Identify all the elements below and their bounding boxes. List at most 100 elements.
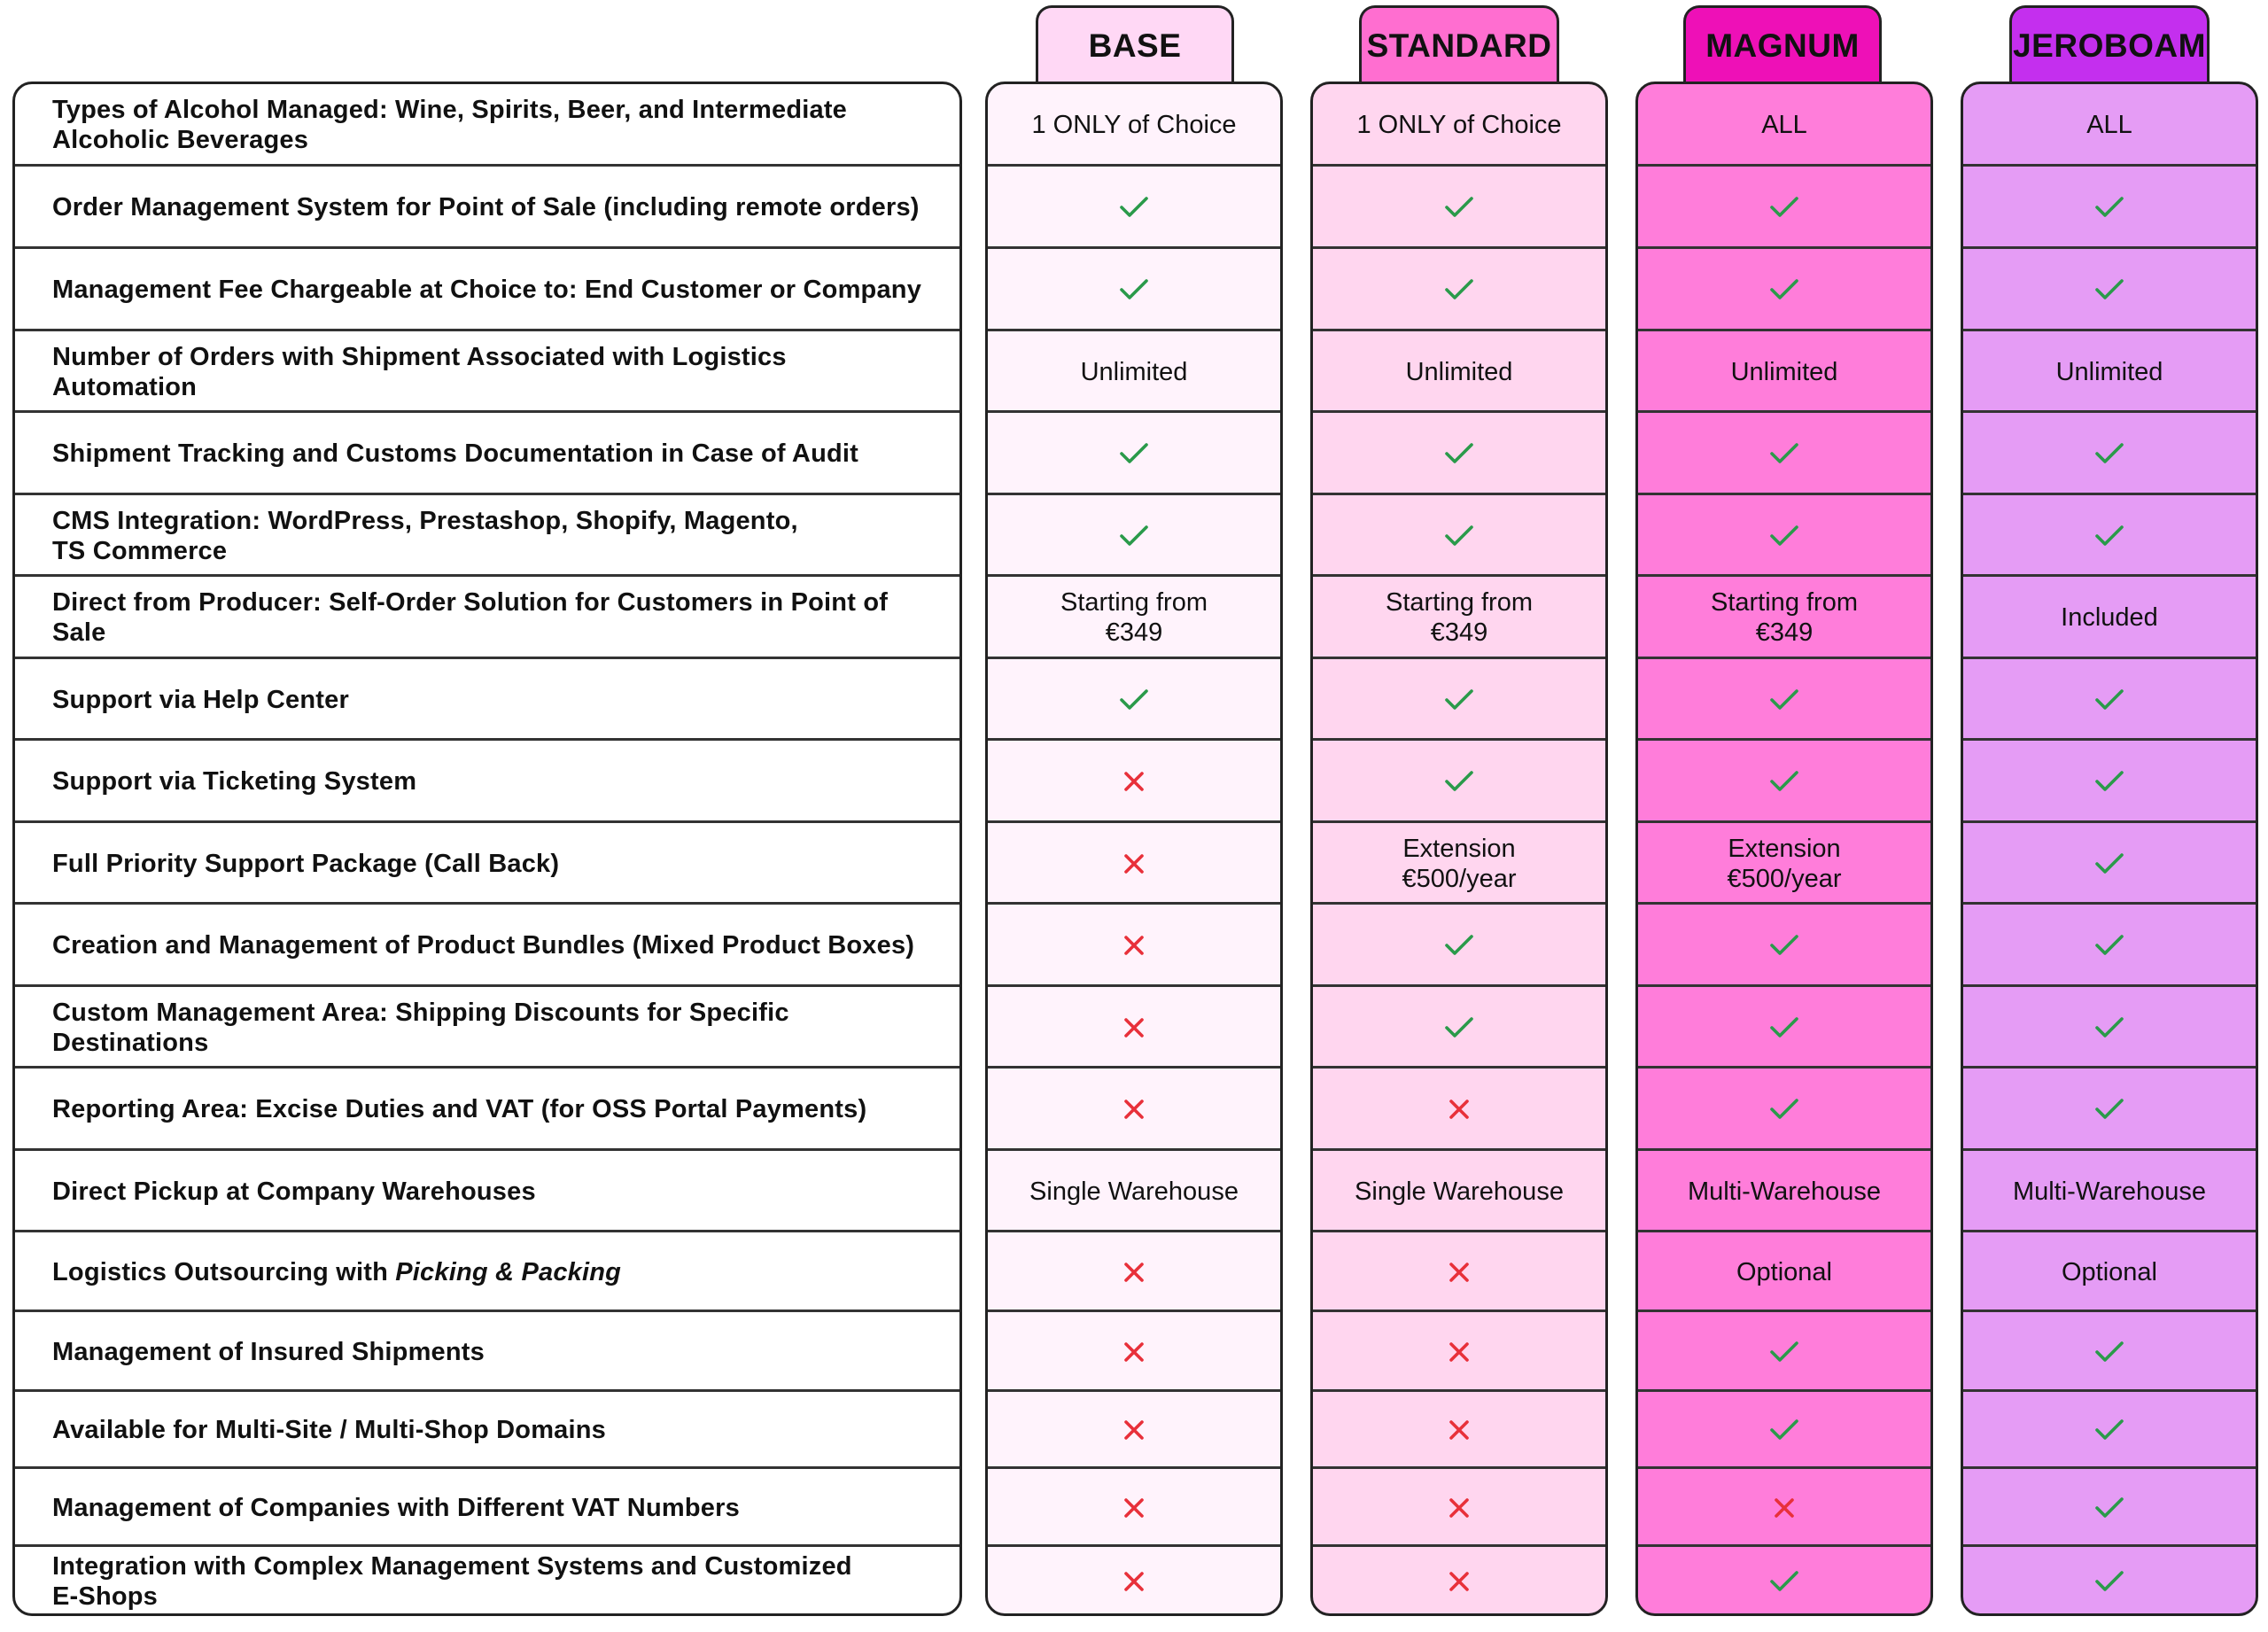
plan-cell: Starting from €349 [1638, 574, 1930, 658]
features-column: Types of Alcohol Managed: Wine, Spirits,… [12, 82, 962, 1616]
plan-cell [1313, 493, 1605, 576]
feature-row: Direct from Producer: Self-Order Solutio… [15, 574, 959, 658]
feature-row: Support via Ticketing System [15, 738, 959, 822]
plan-cell [988, 984, 1280, 1068]
feature-row: Custom Management Area: Shipping Discoun… [15, 984, 959, 1068]
check-icon [1119, 275, 1149, 305]
cell-value: Unlimited [1405, 357, 1513, 386]
check-icon [2094, 766, 2124, 797]
plan-cell [1963, 657, 2256, 740]
plan-cell [988, 1066, 1280, 1150]
check-icon [1119, 521, 1149, 551]
check-icon [1119, 439, 1149, 469]
plan-cell [1313, 738, 1605, 822]
plan-cell [1638, 410, 1930, 494]
cell-value: Extension €500/year [1727, 834, 1842, 893]
plan-cell [1963, 1466, 2256, 1546]
plan-cell [1963, 820, 2256, 904]
plan-cell [1313, 1544, 1605, 1613]
check-icon [1119, 685, 1149, 715]
cross-icon [1119, 1257, 1149, 1287]
plan-cell [1963, 902, 2256, 986]
check-icon [1444, 1013, 1474, 1043]
cell-value: Multi-Warehouse [2012, 1177, 2207, 1206]
check-icon [2094, 685, 2124, 715]
plan-cell: Multi-Warehouse [1963, 1148, 2256, 1232]
plan-cell [1963, 410, 2256, 494]
plan-cell [1638, 738, 1930, 822]
plan-cell: 1 ONLY of Choice [988, 84, 1280, 166]
check-icon [2094, 1013, 2124, 1043]
cell-value: Included [2061, 603, 2158, 632]
feature-label: Support via Help Center [52, 685, 349, 714]
plan-cell [1963, 1389, 2256, 1468]
plan-cell [988, 493, 1280, 576]
feature-label: Management of Insured Shipments [52, 1337, 485, 1366]
cell-value: Starting from €349 [1711, 588, 1858, 647]
cross-icon [1119, 849, 1149, 879]
feature-label: Direct Pickup at Company Warehouses [52, 1177, 536, 1206]
check-icon [1769, 930, 1799, 960]
plan-cell [1638, 1389, 1930, 1468]
feature-label: Management of Companies with Different V… [52, 1493, 740, 1522]
plan-cell [988, 1544, 1280, 1613]
feature-label: Direct from Producer: Self-Order Solutio… [52, 588, 889, 647]
plan-cell: 1 ONLY of Choice [1313, 84, 1605, 166]
plan-cell: Starting from €349 [988, 574, 1280, 658]
cross-icon [1119, 766, 1149, 797]
plan-cell [1638, 1066, 1930, 1150]
cell-value: Extension €500/year [1402, 834, 1517, 893]
cross-icon [1444, 1493, 1474, 1523]
plan-cell [1313, 1066, 1605, 1150]
plan-cell [1313, 902, 1605, 986]
check-icon [2094, 192, 2124, 222]
plan-cell [1313, 246, 1605, 330]
cell-value: Single Warehouse [1029, 1177, 1239, 1206]
cell-value: Optional [1736, 1257, 1832, 1286]
check-icon [1444, 439, 1474, 469]
plan-cell [1638, 902, 1930, 986]
check-icon [2094, 1337, 2124, 1367]
cross-icon [1444, 1094, 1474, 1124]
plan-cell [988, 410, 1280, 494]
plan-cell [1638, 246, 1930, 330]
feature-label: Integration with Complex Management Syst… [52, 1552, 852, 1611]
check-icon [1444, 766, 1474, 797]
feature-label: Order Management System for Point of Sal… [52, 193, 920, 221]
cross-icon [1769, 1493, 1799, 1523]
plan-cell [1313, 1230, 1605, 1311]
cross-icon [1444, 1566, 1474, 1597]
plan-cell: Optional [1963, 1230, 2256, 1311]
feature-label: Reporting Area: Excise Duties and VAT (f… [52, 1095, 867, 1123]
plan-cell [988, 1309, 1280, 1391]
plan-cell [988, 1230, 1280, 1311]
plan-column-base: 1 ONLY of Choice Unlimited Starting from €… [985, 82, 1283, 1616]
plan-cell: Included [1963, 574, 2256, 658]
cell-value: 1 ONLY of Choice [1356, 111, 1562, 139]
plan-cell [1963, 164, 2256, 248]
feature-row: Management Fee Chargeable at Choice to: … [15, 246, 959, 330]
check-icon [1769, 1337, 1799, 1367]
feature-row: Direct Pickup at Company Warehouses [15, 1148, 959, 1232]
feature-label: Creation and Management of Product Bundl… [52, 931, 915, 960]
cross-icon [1119, 1493, 1149, 1523]
plan-cell [1638, 164, 1930, 248]
plan-cell: Unlimited [1963, 329, 2256, 412]
check-icon [2094, 1493, 2124, 1523]
plan-cell [1638, 984, 1930, 1068]
check-icon [1444, 275, 1474, 305]
feature-row: Shipment Tracking and Customs Documentat… [15, 410, 959, 494]
check-icon [1769, 685, 1799, 715]
plan-cell [1313, 1466, 1605, 1546]
check-icon [1444, 521, 1474, 551]
plan-cell: ALL [1963, 84, 2256, 166]
check-icon [1769, 1013, 1799, 1043]
plan-cell: ALL [1638, 84, 1930, 166]
check-icon [2094, 1566, 2124, 1597]
plan-cell: Extension €500/year [1313, 820, 1605, 904]
cell-value: Single Warehouse [1355, 1177, 1564, 1206]
check-icon [1769, 275, 1799, 305]
cell-value: Unlimited [2055, 357, 2163, 386]
plan-cell [1313, 1389, 1605, 1468]
plan-cell [1963, 984, 2256, 1068]
